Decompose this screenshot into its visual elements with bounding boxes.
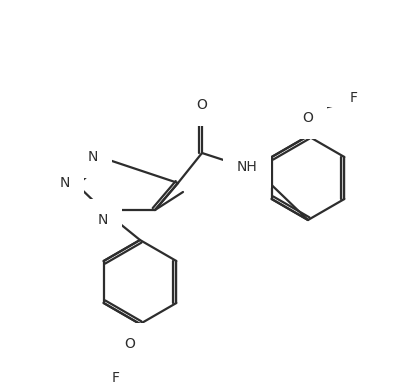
Text: F: F bbox=[98, 357, 106, 371]
Text: NH: NH bbox=[237, 160, 257, 174]
Text: N: N bbox=[60, 176, 70, 190]
Text: F: F bbox=[350, 91, 358, 105]
Text: O: O bbox=[303, 111, 313, 125]
Text: F: F bbox=[112, 371, 120, 382]
Text: N: N bbox=[98, 213, 108, 227]
Text: O: O bbox=[197, 98, 207, 112]
Text: O: O bbox=[125, 337, 135, 351]
Text: N: N bbox=[88, 150, 98, 164]
Text: F: F bbox=[336, 79, 344, 93]
